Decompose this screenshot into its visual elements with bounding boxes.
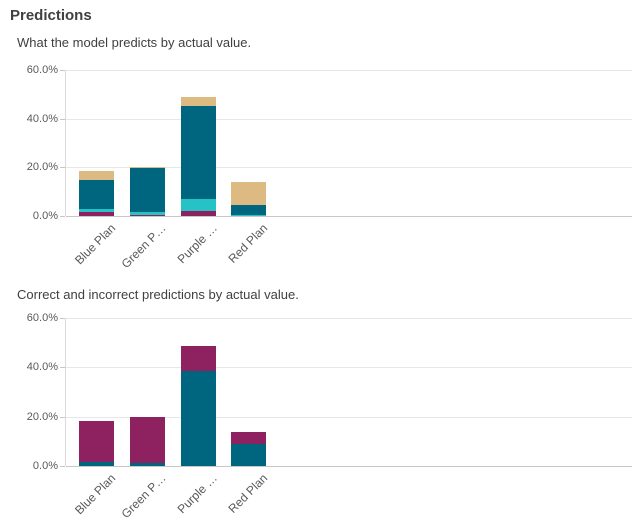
stacked-bar-purple-[interactable] xyxy=(180,97,216,216)
bar-segment-magenta[interactable] xyxy=(79,212,114,216)
x-axis-category-label[interactable]: Green P… xyxy=(118,221,169,271)
bar-segment-tan[interactable] xyxy=(231,182,266,205)
bar-segment-magenta[interactable] xyxy=(79,421,114,462)
stacked-bar-purple-[interactable] xyxy=(180,346,216,466)
bar-segment-tan[interactable] xyxy=(180,97,216,106)
bar-segment-tan[interactable] xyxy=(129,167,165,168)
bar-segment-teal[interactable] xyxy=(129,463,165,466)
bar-segment-teal[interactable] xyxy=(231,205,266,215)
y-axis-tick-label: 40.0% xyxy=(26,361,58,373)
x-axis-baseline xyxy=(66,216,632,217)
y-axis-tick-mark xyxy=(60,318,65,319)
bar-segment-tan[interactable] xyxy=(79,171,114,180)
gridline xyxy=(66,367,632,368)
y-axis-tick-mark xyxy=(60,417,65,418)
bar-segment-magenta[interactable] xyxy=(129,215,165,216)
bar-segment-teal[interactable] xyxy=(180,371,216,466)
bar-segment-magenta[interactable] xyxy=(180,211,216,216)
stacked-bar-blue-plan[interactable] xyxy=(79,421,114,466)
gridline xyxy=(66,70,632,71)
y-axis-tick-mark xyxy=(60,216,65,217)
chart-subtitle: Correct and incorrect predictions by act… xyxy=(17,287,299,302)
gridline xyxy=(66,119,632,120)
gridline xyxy=(66,167,632,168)
x-axis-category-label[interactable]: Blue Plan xyxy=(72,221,119,268)
bar-segment-magenta[interactable] xyxy=(231,432,266,444)
y-axis-tick-label: 0.0% xyxy=(32,460,58,472)
y-axis-tick-label: 60.0% xyxy=(26,312,58,324)
x-axis-category-label[interactable]: Blue Plan xyxy=(72,471,119,518)
bar-segment-teal[interactable] xyxy=(180,106,216,199)
bar-segment-magenta[interactable] xyxy=(129,417,165,463)
gridline xyxy=(66,417,632,418)
x-axis-category-label[interactable]: Green P… xyxy=(118,471,169,521)
y-axis-tick-label: 40.0% xyxy=(26,113,58,125)
bar-segment-cyan[interactable] xyxy=(231,215,266,216)
bar-segment-teal[interactable] xyxy=(79,180,114,209)
x-axis-category-label[interactable]: Red Plan xyxy=(225,221,271,266)
y-axis-tick-label: 60.0% xyxy=(26,64,58,76)
y-axis-tick-mark xyxy=(60,466,65,467)
x-axis-category-label[interactable]: Red Plan xyxy=(225,471,271,516)
stacked-bar-blue-plan[interactable] xyxy=(79,171,114,216)
stacked-bar-red-plan[interactable] xyxy=(231,182,266,216)
bar-segment-cyan[interactable] xyxy=(180,199,216,211)
y-axis-tick-mark xyxy=(60,119,65,120)
y-axis-tick-label: 0.0% xyxy=(32,210,58,222)
stacked-bar-red-plan[interactable] xyxy=(231,432,266,466)
page-title: Predictions xyxy=(10,7,92,24)
bar-segment-cyan[interactable] xyxy=(129,212,165,215)
y-axis-tick-mark xyxy=(60,367,65,368)
bar-segment-teal[interactable] xyxy=(231,444,266,466)
stacked-bar-green-p-[interactable] xyxy=(129,417,165,466)
y-axis-tick-mark xyxy=(60,167,65,168)
y-axis-tick-label: 20.0% xyxy=(26,411,58,423)
x-axis-baseline xyxy=(66,466,632,467)
y-axis-tick-mark xyxy=(60,70,65,71)
bar-segment-magenta[interactable] xyxy=(180,346,216,371)
bar-segment-teal[interactable] xyxy=(129,168,165,212)
bar-segment-cyan[interactable] xyxy=(79,209,114,212)
x-axis-category-label[interactable]: Purple … xyxy=(174,221,220,267)
gridline xyxy=(66,318,632,319)
chart-subtitle: What the model predicts by actual value. xyxy=(17,35,252,50)
y-axis-tick-label: 20.0% xyxy=(26,161,58,173)
bar-segment-teal[interactable] xyxy=(79,462,114,466)
chart-plot-area: 60.0% 40.0% 20.0% 0.0% Blue Plan Green P… Purp… xyxy=(27,64,632,271)
chart-plot-area: 60.0% 40.0% 20.0% 0.0% Blue Plan Green P… Purp… xyxy=(27,312,632,521)
x-axis-category-label[interactable]: Purple … xyxy=(174,471,220,517)
stacked-bar-green-p-[interactable] xyxy=(129,167,165,216)
